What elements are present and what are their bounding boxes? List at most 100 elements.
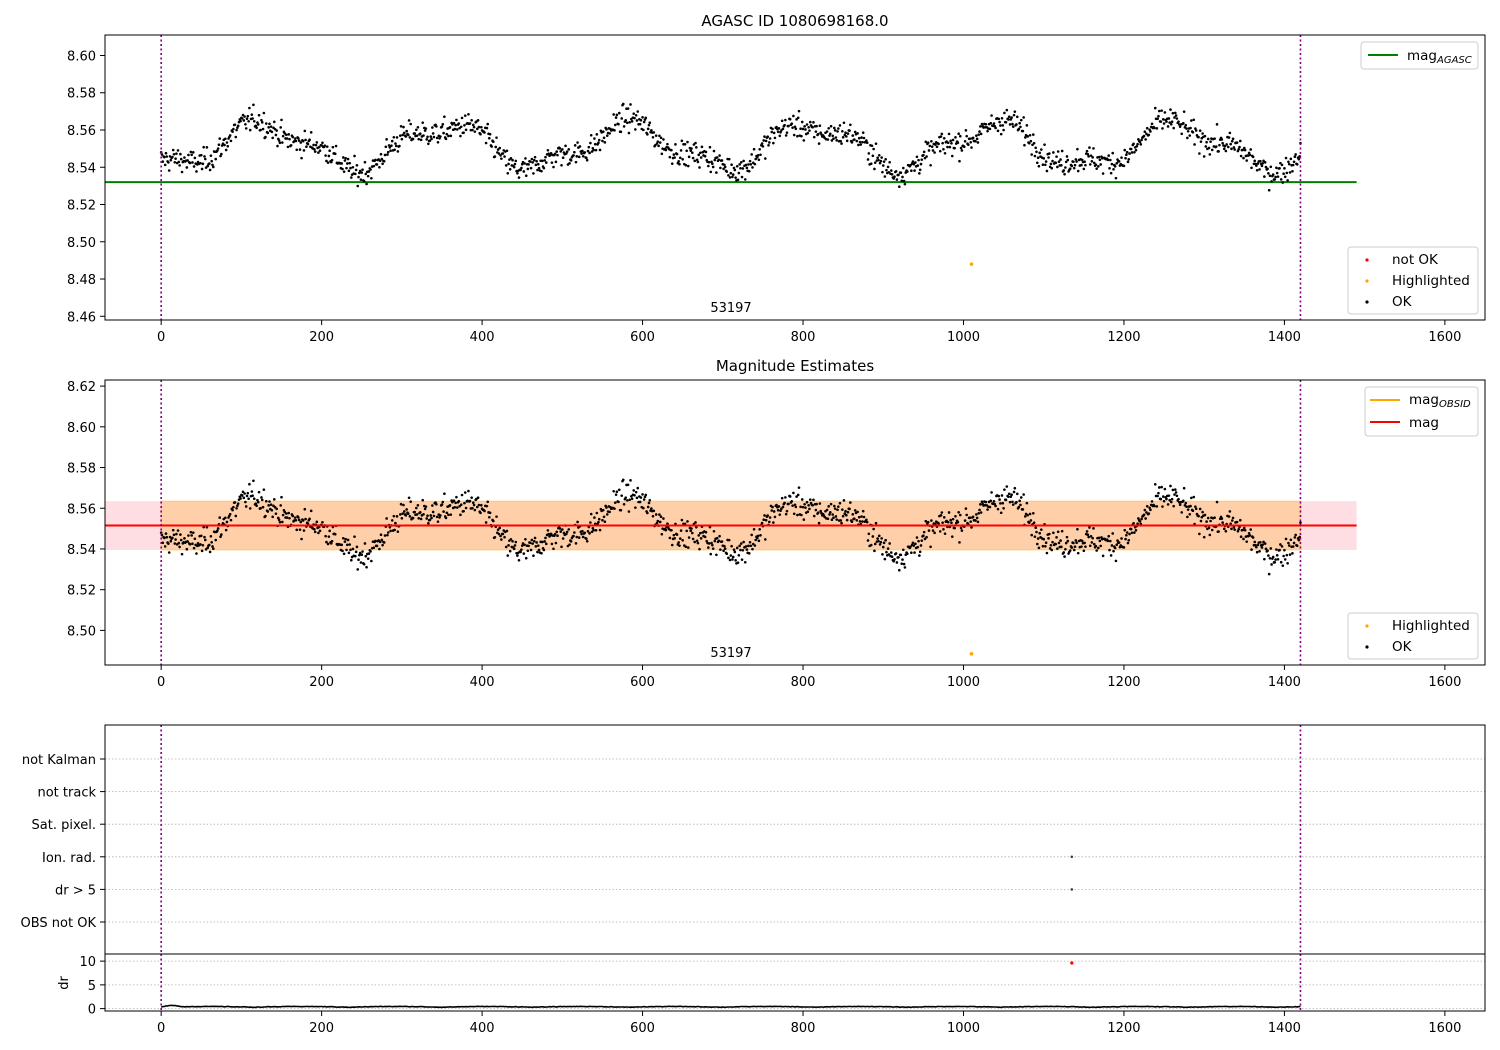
panel1-ok-point (646, 127, 650, 131)
panel1-ok-point (855, 139, 859, 143)
panel2-ok-point (234, 514, 238, 518)
panel1-ok-point (389, 149, 392, 153)
panel2-ok-point (747, 544, 750, 548)
panel2-ok-point (1142, 513, 1146, 517)
panel2-ok-point (262, 488, 266, 491)
panel1-ok-point (1275, 166, 1278, 170)
panel2-ok-point (529, 548, 533, 552)
panel1-ok-point (174, 157, 177, 160)
panel1-ok-point (839, 139, 843, 143)
panel2-ok-point (879, 540, 883, 544)
panel2-ok-point (845, 518, 849, 522)
panel2-ok-point (325, 540, 328, 544)
panel1-ok-point (169, 158, 173, 162)
panel2-ok-point (684, 545, 688, 549)
panel2-ok-point (1085, 530, 1089, 533)
panel1-ok-point (390, 139, 394, 143)
panel1-ok-point (919, 162, 923, 166)
panel2-ok-point (573, 531, 576, 534)
panel1-ok-point (844, 131, 847, 135)
panel1-ok-point (1285, 171, 1289, 175)
panel1-ok-point (937, 142, 940, 146)
panel1-ok-point (1186, 129, 1190, 133)
panel1-ok-point (840, 142, 843, 145)
panel1-ok-point (454, 123, 457, 127)
panel1-ok-point (816, 132, 820, 136)
panel2-ok-point (1000, 494, 1004, 497)
panel2-ok-point (444, 516, 448, 520)
panel1-ok-point (999, 132, 1003, 136)
panel2-ok-point (553, 532, 557, 536)
panel2-ok-point (964, 507, 968, 510)
panel1-ok-point (173, 160, 177, 164)
panel2-ok-point (419, 510, 422, 514)
panel2-ok-point (1047, 537, 1050, 540)
panel1-ok-point (224, 137, 227, 141)
panel2-ok-point (758, 527, 761, 531)
panel1-ok-point (662, 138, 665, 141)
panel1-ok-point (939, 135, 943, 138)
panel1-ok-point (657, 144, 660, 148)
panel2-ok-point (424, 505, 428, 508)
panel2-ok-point (264, 514, 267, 518)
panel2-ok-point (367, 552, 371, 555)
panel2-ok-point (257, 490, 261, 494)
panel2-ok-point (455, 506, 459, 509)
panel2-ok-point (1297, 538, 1301, 542)
panel2-ok-point (1208, 533, 1212, 537)
panel2-ok-point (1045, 551, 1049, 555)
panel1-ok-point (585, 156, 588, 160)
panel1-ok-point (1174, 114, 1178, 117)
panel1-ok-point (1188, 134, 1192, 137)
panel2-ok-point (369, 550, 372, 553)
panel1-ok-point (346, 162, 349, 165)
panel1-ok-point (224, 148, 228, 152)
panel2-ok-point (681, 538, 684, 542)
panel1-ok-point (918, 168, 922, 172)
panel1-ok-point (501, 152, 505, 155)
panel2-ok-point (826, 517, 830, 520)
panel1-ok-point (698, 166, 701, 169)
panel1-ok-point (812, 135, 816, 139)
panel2-ok-point (601, 518, 604, 522)
panel2-ok-point (306, 522, 310, 526)
panel1-ok-point (1087, 155, 1090, 158)
panel1-ok-point (767, 144, 770, 147)
panel2-ok-point (346, 538, 350, 542)
panel2-ok-point (971, 515, 975, 519)
panel2-ok-point (359, 561, 363, 564)
panel1-ok-point (279, 126, 283, 129)
panel2-ok-point (1098, 539, 1102, 543)
panel2-ok-point (422, 513, 425, 516)
panel1-ytick-label: 8.52 (67, 199, 96, 214)
panel2-ok-point (383, 534, 387, 537)
panel1-ok-point (1133, 150, 1136, 154)
panel1-ok-point (239, 119, 242, 123)
panel1-ytick-label: 8.60 (67, 49, 96, 64)
panel1-ok-point (483, 131, 486, 134)
panel1-ok-point (886, 165, 890, 169)
panel1-ok-point (1132, 142, 1135, 146)
panel2-ok-point (295, 528, 299, 532)
panel2-ok-point (866, 539, 870, 542)
panel2-ok-point (1003, 488, 1006, 491)
panel1-ok-point (835, 139, 839, 142)
panel2-ok-point (1291, 552, 1294, 555)
panel1-ok-point (760, 142, 764, 145)
panel2-ok-point (354, 550, 358, 554)
panel1-ok-point (453, 127, 457, 131)
panel1-ok-point (747, 169, 751, 173)
panel1-ok-point (442, 131, 445, 135)
panel1-ok-point (1143, 130, 1147, 133)
panel1-ok-point (722, 167, 725, 171)
panel1-ok-point (796, 116, 800, 120)
panel1-ok-point (1072, 160, 1075, 164)
panel2-ok-point (1251, 536, 1255, 539)
panel2-ok-point (348, 543, 352, 546)
panel2-ok-point (242, 496, 246, 500)
panel2-ok-point (827, 505, 830, 508)
panel2-ok-point (919, 544, 923, 547)
legend-highlighted-marker (1365, 279, 1369, 283)
panel2-ok-point (1215, 500, 1219, 504)
panel2-ok-point (528, 541, 532, 545)
